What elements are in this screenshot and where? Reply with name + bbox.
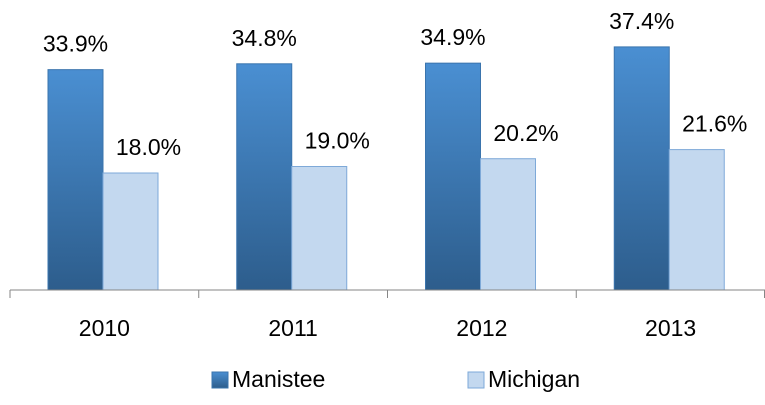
data-label: 34.9%: [420, 24, 485, 50]
bar: [236, 63, 293, 291]
x-tick-label: 2013: [645, 315, 696, 341]
data-label: 19.0%: [305, 128, 370, 154]
bar: [291, 166, 348, 291]
data-label: 20.2%: [493, 120, 558, 146]
bar: [668, 149, 725, 291]
x-tick-label: 2012: [456, 315, 507, 341]
legend-label: Michigan: [488, 366, 580, 392]
data-label: 21.6%: [682, 111, 747, 137]
data-label: 37.4%: [609, 8, 674, 34]
legend-swatch: [211, 371, 229, 389]
bar: [47, 69, 104, 291]
data-label: 34.8%: [232, 25, 297, 51]
legend-swatch: [467, 371, 485, 389]
data-label: 33.9%: [43, 31, 108, 57]
legend-label: Manistee: [232, 366, 325, 392]
bar: [613, 46, 670, 291]
x-tick-label: 2011: [268, 315, 317, 341]
bar: [102, 172, 159, 291]
x-tick-label: 2010: [79, 315, 130, 341]
data-label: 18.0%: [116, 134, 181, 160]
bar: [480, 158, 536, 291]
bar: [425, 62, 481, 291]
